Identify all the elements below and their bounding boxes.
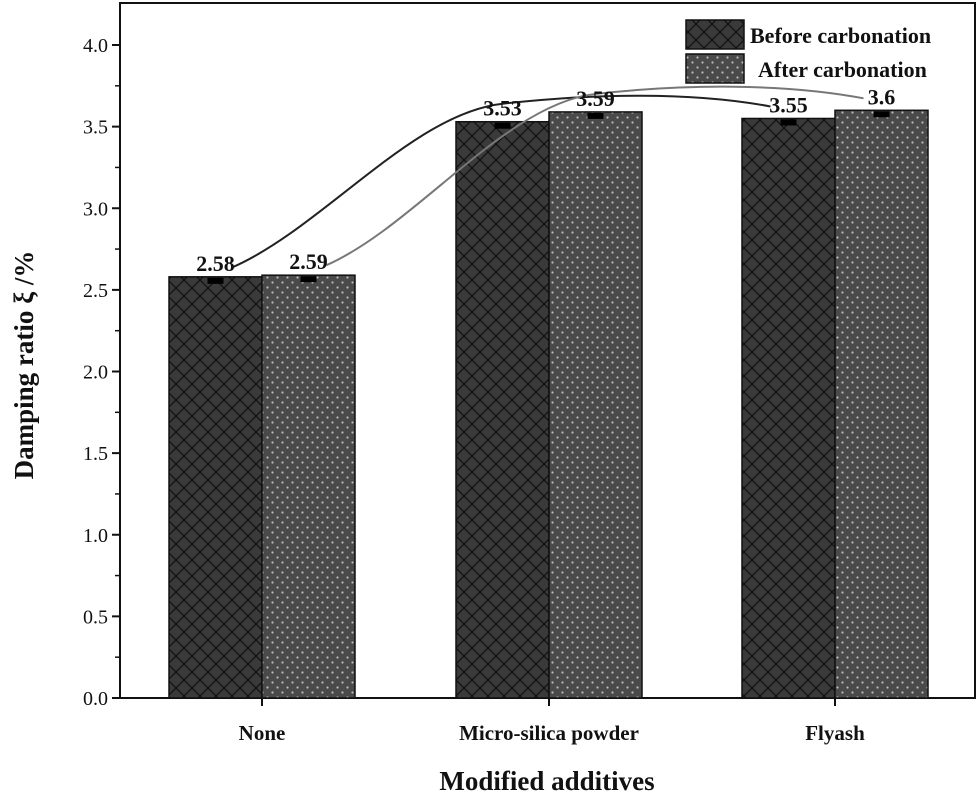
trend-curve-after [326, 85, 864, 267]
legend-swatch-before [685, 19, 745, 50]
trend-curves [233, 85, 864, 268]
data-label: 3.59 [576, 86, 615, 111]
data-label: 3.55 [769, 92, 808, 117]
error-bar [780, 119, 797, 126]
error-bar [587, 112, 604, 119]
error-bar [300, 276, 317, 283]
x-axis-title: Modified additives [439, 766, 654, 796]
legend-swatch-after [685, 53, 745, 84]
x-tick-label: Micro-silica powder [459, 721, 639, 745]
bar-after [548, 111, 643, 699]
y-tick-label: 2.5 [83, 280, 108, 302]
trend-curve-before [233, 94, 771, 268]
x-tick-label: Flyash [805, 721, 865, 745]
data-label: 2.58 [196, 251, 235, 276]
y-axis: 0.0 0.5 1.0 1.5 2.0 2.5 3.0 3.5 4.0 [83, 35, 120, 710]
legend: Before carbonation After carbonation [685, 19, 931, 84]
data-label: 2.59 [289, 249, 328, 274]
bar-after [261, 274, 356, 699]
y-tick-label: 4.0 [83, 35, 108, 57]
y-tick-label: 1.5 [83, 443, 108, 465]
bar-before [168, 276, 263, 699]
bar-after [834, 109, 929, 699]
bar-before [741, 117, 836, 699]
x-tick-label: None [239, 721, 286, 745]
y-tick-label: 3.0 [83, 198, 108, 220]
data-label: 3.6 [868, 84, 896, 109]
data-label: 3.53 [483, 96, 522, 121]
bars [168, 109, 929, 699]
y-tick-label: 3.5 [83, 117, 108, 139]
data-labels: 2.58 2.59 3.53 3.59 3.55 3.6 [196, 84, 895, 276]
error-bar [207, 277, 224, 284]
legend-label-after: After carbonation [758, 57, 927, 82]
y-axis-title: Damping ratio ξ /% [9, 251, 39, 480]
x-axis: None Micro-silica powder Flyash [239, 698, 865, 745]
y-tick-label: 2.0 [83, 362, 108, 384]
y-tick-label: 0.0 [83, 688, 108, 710]
error-bar [494, 122, 511, 129]
y-tick-label: 0.5 [83, 606, 108, 628]
bar-before [455, 120, 550, 699]
error-bar [873, 111, 890, 118]
legend-label-before: Before carbonation [750, 23, 931, 48]
y-tick-label: 1.0 [83, 525, 108, 547]
